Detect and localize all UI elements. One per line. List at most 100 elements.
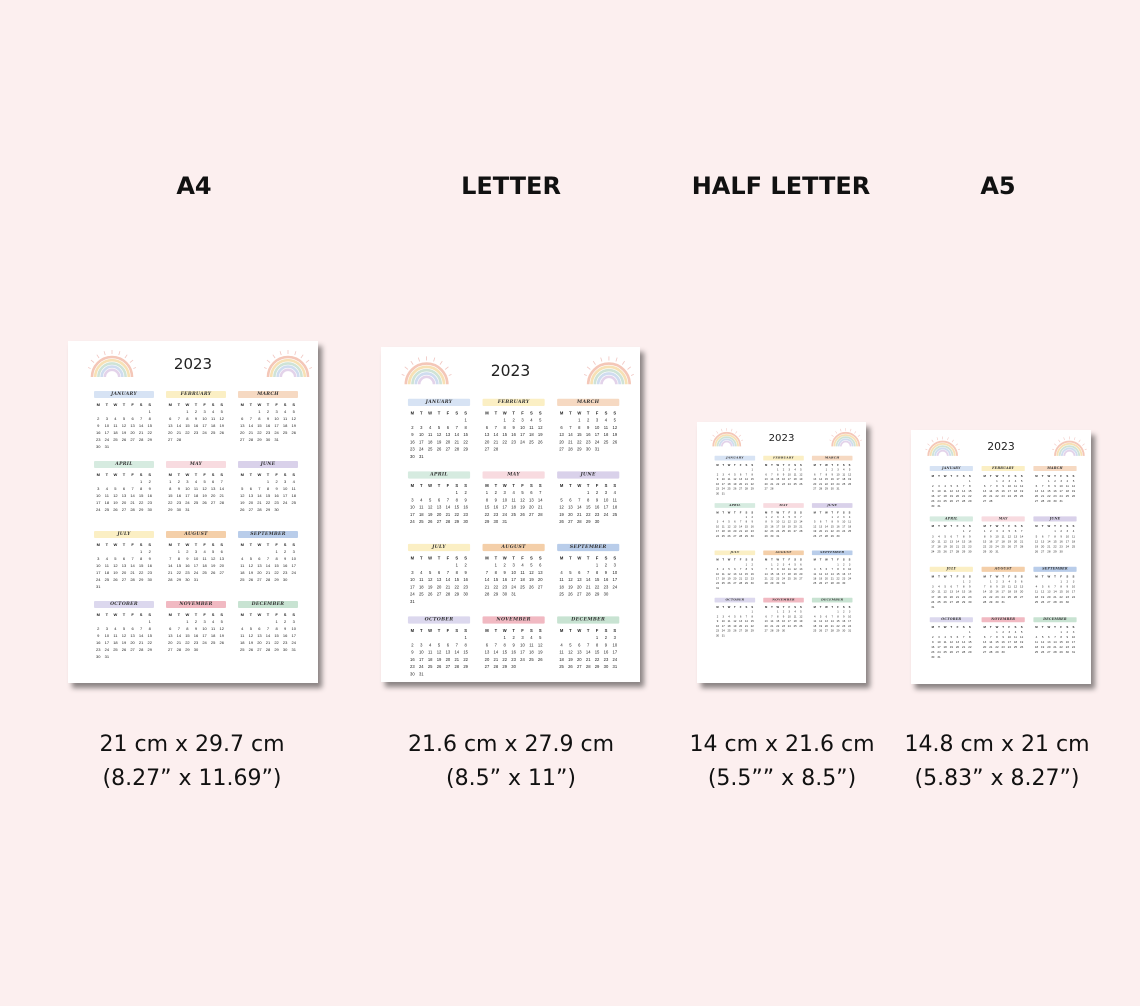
day-number: 17: [520, 431, 525, 438]
day-number: 8: [148, 416, 151, 421]
day-number: 1: [186, 619, 189, 624]
day-number: 6: [578, 642, 581, 648]
weekday-header: S: [538, 482, 542, 488]
day-number: 6: [258, 556, 261, 561]
empty-day: [111, 618, 120, 625]
day-number: 22: [995, 645, 999, 649]
month-name: JANUARY: [714, 455, 756, 461]
day-number: 16: [463, 576, 468, 583]
day-number: 13: [955, 640, 960, 644]
weekday-header: S: [848, 463, 851, 467]
day-number: 2: [751, 515, 753, 519]
day-number: 8: [825, 472, 828, 477]
day-number: 3: [203, 619, 206, 624]
month-block: DECEMBER M T W T F S S 1 2 3 4 5 6 7 8 9 10 11 12 13 14 15 16 17…: [238, 601, 298, 659]
day-number: 27: [121, 507, 127, 512]
day-number: 17: [1007, 640, 1011, 644]
day-number: 27: [955, 499, 960, 503]
day-number: 22: [744, 576, 748, 581]
day-number: 19: [202, 493, 207, 498]
day-number: 18: [210, 423, 216, 428]
day-number: 11: [520, 569, 525, 575]
day-number: 26: [529, 584, 534, 590]
day-number: 2: [1060, 529, 1062, 533]
day-number: 18: [943, 645, 947, 649]
day-number: 19: [1041, 594, 1045, 599]
day-number: 10: [520, 642, 525, 648]
day-number: 17: [291, 563, 296, 568]
day-number: 7: [131, 556, 134, 561]
day-number: 16: [193, 633, 199, 638]
weekday-header: T: [494, 482, 498, 488]
day-number: 11: [113, 633, 118, 638]
day-number: 7: [578, 497, 581, 503]
day-number: 27: [559, 446, 564, 452]
day-number: 12: [436, 649, 442, 655]
day-number: 22: [502, 656, 508, 662]
day-number: 22: [962, 594, 966, 599]
empty-day: [426, 561, 435, 568]
day-number: 17: [603, 504, 609, 510]
day-number: 2: [503, 562, 506, 568]
day-number: 3: [97, 556, 100, 561]
day-number: 15: [454, 504, 460, 510]
day-number: 25: [104, 577, 110, 582]
day-number: 14: [962, 489, 966, 493]
empty-day: [426, 489, 435, 496]
empty-day: [264, 618, 273, 625]
day-number: 11: [937, 539, 941, 544]
empty-day: [264, 548, 273, 555]
day-number: 22: [750, 482, 754, 486]
day-number: 5: [437, 642, 441, 648]
month-name: MARCH: [557, 398, 620, 407]
day-number: 4: [114, 416, 117, 421]
empty-day: [247, 408, 256, 415]
day-number: 21: [1053, 645, 1057, 649]
day-number: 20: [949, 594, 953, 599]
day-number: 11: [1072, 534, 1076, 538]
day-number: 7: [249, 416, 252, 421]
day-number: 10: [418, 649, 424, 655]
weekday-header: F: [446, 555, 450, 561]
day-number: 13: [576, 576, 582, 583]
day-number: 2: [604, 562, 608, 568]
day-number: 15: [836, 619, 840, 623]
day-number: 29: [1059, 599, 1063, 604]
weekday-header: S: [220, 402, 224, 407]
day-number: 25: [1013, 494, 1018, 498]
day-number: 7: [177, 626, 180, 631]
day-number: 2: [275, 479, 278, 484]
day-number: 30: [274, 507, 279, 512]
empty-day: [443, 634, 452, 641]
day-number: 25: [559, 591, 564, 597]
month-block: JUNE M T W T F S S 1 2 3 4 5 6 7 8 9 10 11 12 13 14 15 16 17 18 19…: [811, 503, 853, 542]
day-number: 19: [727, 576, 731, 581]
day-number: 28: [454, 446, 460, 452]
day-number: 10: [842, 520, 846, 524]
day-number: 1: [1060, 579, 1062, 584]
day-number: 5: [734, 614, 736, 619]
day-number: 10: [931, 539, 935, 544]
weekday-header: S: [799, 605, 802, 609]
day-number: 26: [427, 518, 433, 525]
day-number: 19: [529, 576, 534, 583]
day-number: 14: [537, 497, 543, 503]
day-number: 21: [983, 594, 987, 599]
day-number: 27: [219, 570, 224, 575]
weekday-header: S: [745, 463, 748, 467]
day-number: 7: [455, 424, 458, 430]
month-block: FEBRUARY M T W T F S S 1 2 3 4 5 6 7 8 9 10 11 12 13 14 15 16 17…: [166, 391, 226, 449]
day-number: 3: [194, 549, 198, 554]
day-number: 27: [1013, 544, 1018, 549]
day-number: 5: [437, 424, 441, 430]
weekday-header: T: [771, 510, 773, 514]
month-days: M T W T F S S 1 2 3 4 5 6 7 8 9 10 11 12 13 14 15 16 17 18 19 20 21…: [238, 471, 298, 513]
day-number: 9: [512, 642, 515, 648]
day-number: 11: [511, 497, 516, 503]
day-number: 28: [248, 437, 254, 442]
day-number: 4: [420, 497, 423, 503]
month-days: M T W T F S S 1 2 3 4 5 6 7 8 9 10 11 12 13 14 15 16 17 18 19 20 21…: [557, 554, 619, 598]
day-number: 12: [568, 649, 573, 655]
empty-day: [557, 489, 566, 496]
day-number: 15: [147, 633, 152, 638]
